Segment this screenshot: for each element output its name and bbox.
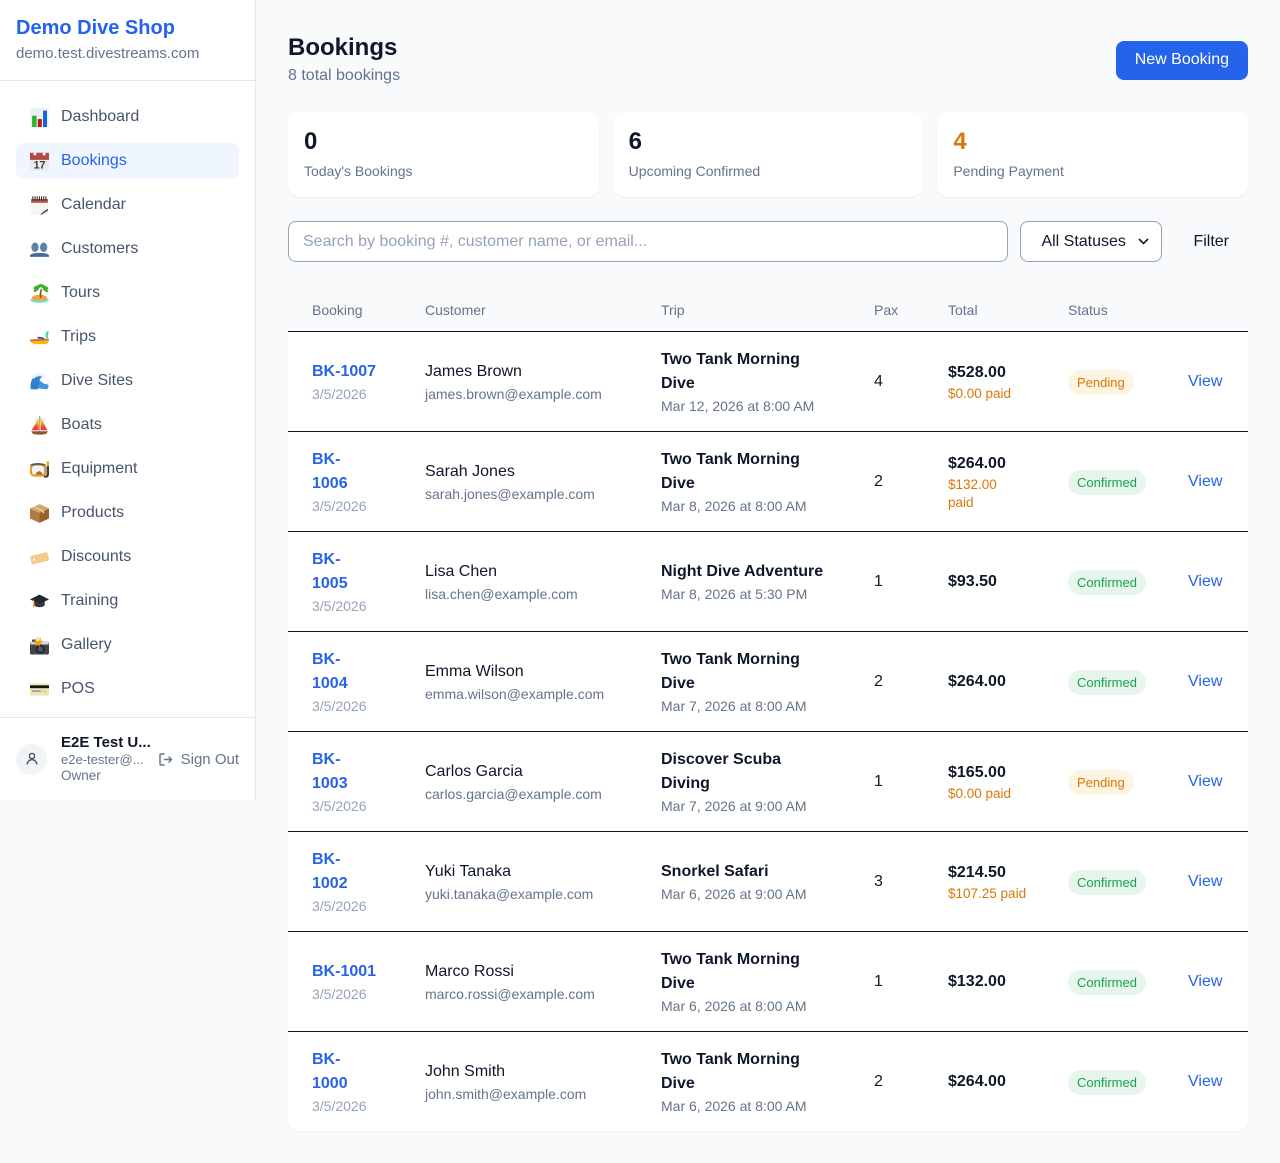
svg-text:17: 17: [34, 159, 46, 171]
